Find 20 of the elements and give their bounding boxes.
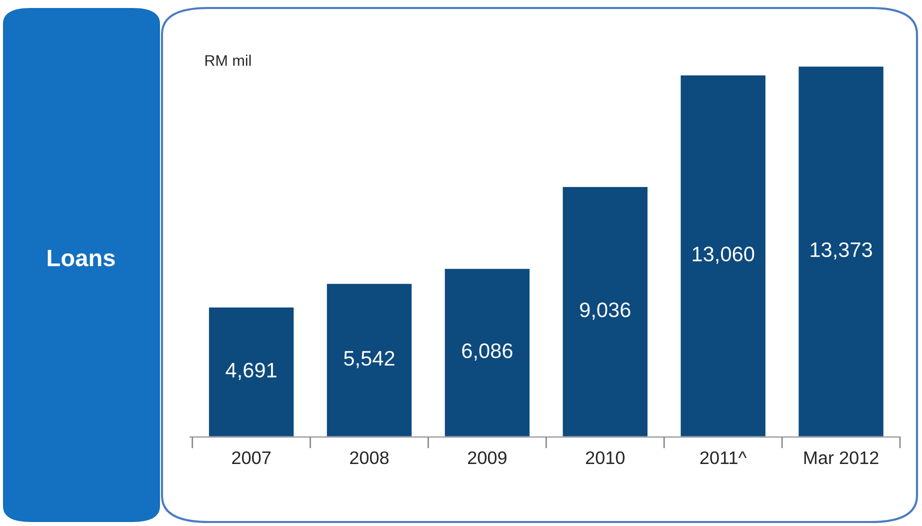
data-label: 6,086 bbox=[462, 343, 512, 361]
x-tick-label: 2008 bbox=[350, 451, 389, 464]
x-tick-label: 2009 bbox=[468, 451, 506, 464]
data-label: 9,036 bbox=[580, 302, 630, 320]
data-label: 13,060 bbox=[692, 246, 754, 264]
x-tick-label: 2007 bbox=[232, 451, 271, 464]
bar bbox=[208, 306, 296, 437]
bar bbox=[561, 186, 649, 437]
data-label: 4,691 bbox=[226, 362, 276, 380]
text: Loans bbox=[48, 250, 115, 266]
bar bbox=[797, 65, 885, 437]
x-tick-label: 2011^ bbox=[700, 451, 747, 464]
data-label: 5,542 bbox=[344, 350, 394, 368]
x-tick-label: 2010 bbox=[586, 451, 625, 464]
bar bbox=[443, 267, 531, 437]
bar bbox=[679, 74, 767, 437]
x-tick-label: Mar 2012 bbox=[804, 451, 878, 464]
bar bbox=[326, 282, 414, 437]
data-label: 13,373 bbox=[810, 242, 872, 260]
y-axis-title: RM mil bbox=[205, 54, 251, 66]
